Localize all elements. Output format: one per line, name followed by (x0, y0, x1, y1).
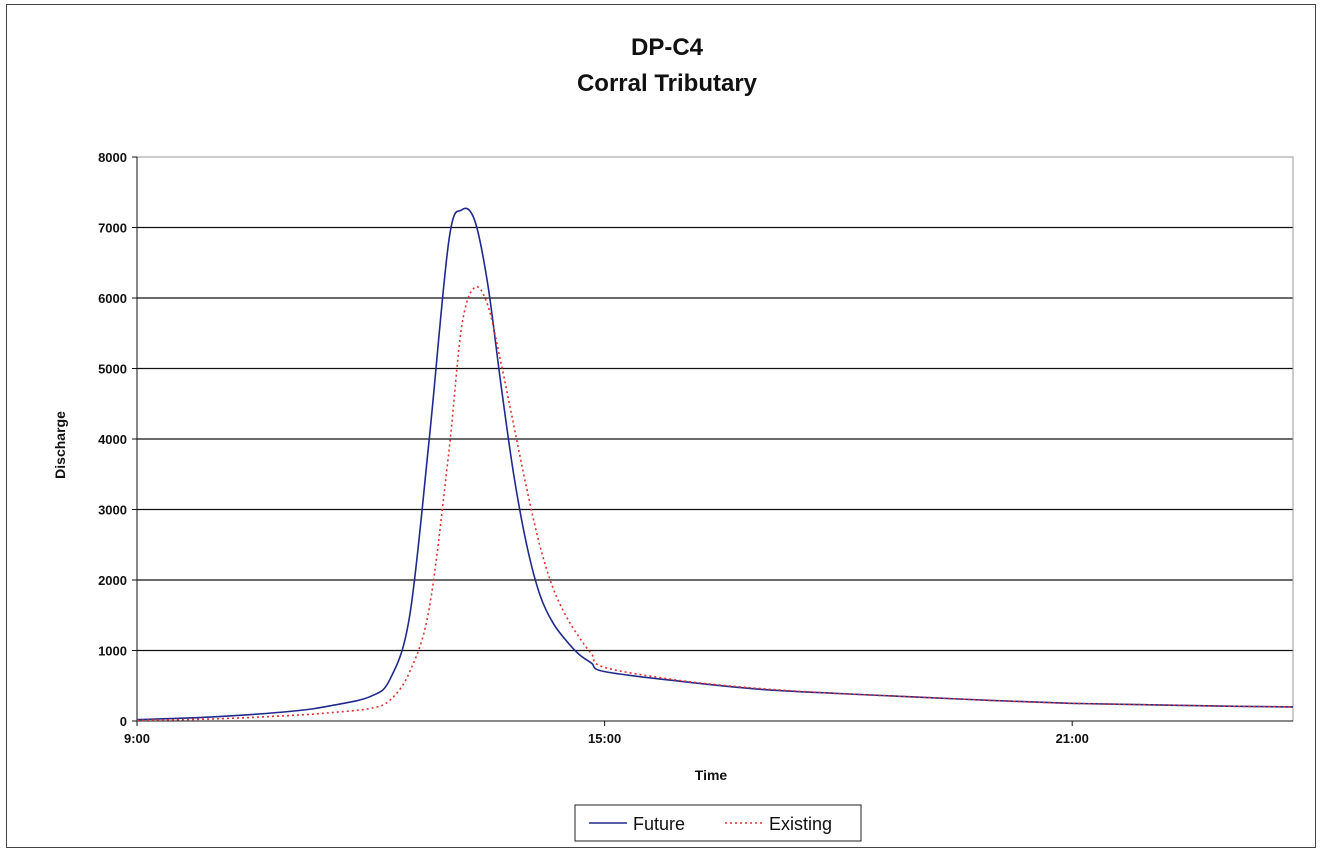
y-tick-label: 1000 (98, 644, 127, 659)
y-tick-label: 2000 (98, 573, 127, 588)
legend-label-existing: Existing (769, 814, 832, 834)
y-tick-label: 6000 (98, 291, 127, 306)
gridlines (137, 226, 1293, 652)
y-tick-label: 3000 (98, 503, 127, 518)
y-axis-label: Discharge (52, 411, 68, 479)
legend: Future Existing (574, 804, 862, 842)
chart-frame: DP-C4 Corral Tributary 0 1000 2000 3000 4000… (6, 4, 1316, 848)
x-axis-label: Time (695, 767, 728, 783)
chart-subtitle: Corral Tributary (577, 70, 758, 97)
axes (132, 156, 1293, 726)
legend-label-future: Future (633, 814, 685, 834)
y-tick-label: 7000 (98, 221, 127, 236)
line-chart: DP-C4 Corral Tributary 0 1000 2000 3000 4000… (52, 34, 1294, 842)
y-tick-label: 4000 (98, 432, 127, 447)
chart-title: DP-C4 (631, 34, 704, 61)
x-tick-label: 9:00 (124, 731, 150, 746)
tick-labels: 0 1000 2000 3000 4000 5000 6000 7000 8000 9:00 15:… (98, 150, 1089, 746)
y-tick-label: 0 (120, 714, 127, 729)
y-tick-label: 8000 (98, 150, 127, 165)
series-line-future (136, 207, 1294, 721)
y-tick-label: 5000 (98, 362, 127, 377)
x-tick-label: 21:00 (1056, 731, 1089, 746)
x-tick-label: 15:00 (588, 731, 621, 746)
series-lines (136, 207, 1294, 722)
series-line-existing (136, 285, 1294, 722)
